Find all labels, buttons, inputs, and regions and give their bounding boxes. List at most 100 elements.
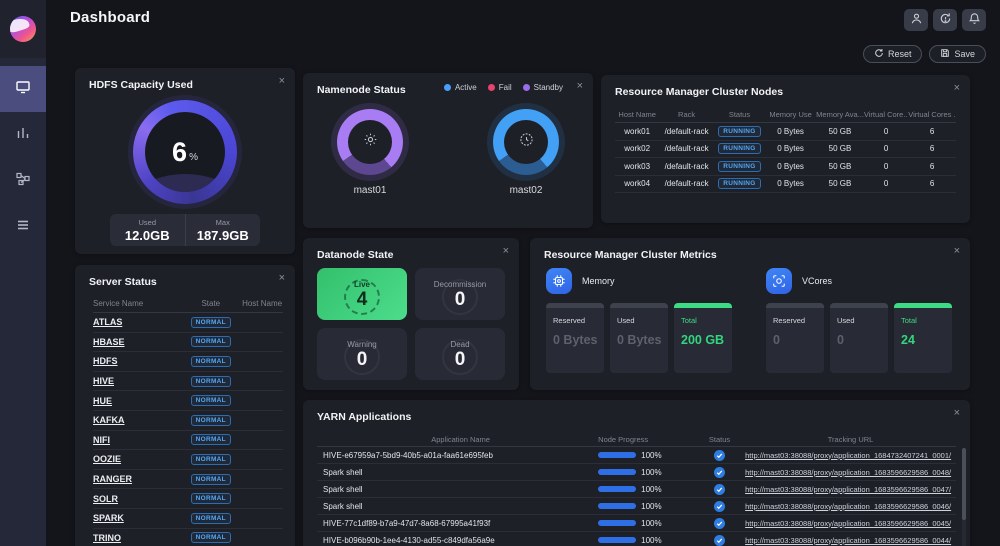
service-link[interactable]: HUE xyxy=(93,395,113,406)
reset-icon xyxy=(874,48,884,60)
list-item: RANGER NORMAL xyxy=(93,470,283,490)
tile-ring xyxy=(344,339,380,375)
list-item: TRINO NORMAL xyxy=(93,529,283,546)
bell-icon xyxy=(968,12,981,28)
scrollbar-thumb[interactable] xyxy=(962,448,966,520)
memory-total-box: Total 200 GB xyxy=(674,303,732,373)
hdfs-card-close-button[interactable]: × xyxy=(279,76,285,87)
memory-reserved-box: Reserved 0 Bytes xyxy=(546,303,604,373)
monitor-icon xyxy=(15,79,31,100)
yarn-table-scrollbar[interactable] xyxy=(962,448,966,546)
sidebar-item-metrics[interactable] xyxy=(0,112,46,158)
state-badge: NORMAL xyxy=(190,355,231,367)
column-header: Host Name xyxy=(242,299,283,308)
tracking-url-link[interactable]: http://mast03:38088/proxy/application_16… xyxy=(745,518,952,528)
legend-label-active: Active xyxy=(454,83,477,92)
metric-label: Total xyxy=(901,316,917,325)
close-icon: × xyxy=(278,75,285,87)
legend-label-fail: Fail xyxy=(498,83,512,92)
yarn-card-close-button[interactable]: × xyxy=(954,408,960,419)
dashboard-toolbar: Reset Save xyxy=(862,45,986,63)
column-header: Virtual Core... xyxy=(863,110,909,119)
service-link[interactable]: KAFKA xyxy=(93,415,125,426)
metric-value: 24 xyxy=(901,333,915,347)
service-link[interactable]: SOLR xyxy=(93,493,119,504)
datanode-card-close-button[interactable]: × xyxy=(503,246,509,257)
sidebar-item-services[interactable] xyxy=(0,204,46,250)
rm-nodes-card-close-button[interactable]: × xyxy=(954,83,960,94)
legend-item-fail[interactable]: Fail xyxy=(487,83,512,92)
service-link[interactable]: RANGER xyxy=(93,474,133,485)
server-status-card-close-button[interactable]: × xyxy=(279,273,285,284)
service-link[interactable]: HIVE xyxy=(93,376,115,387)
service-link[interactable]: ATLAS xyxy=(93,317,123,328)
metric-top-bar xyxy=(546,303,604,308)
legend-dot-active xyxy=(443,84,451,91)
namenode-card-close-button[interactable]: × xyxy=(577,81,583,92)
close-icon: × xyxy=(953,82,960,94)
progress-percent: 100% xyxy=(641,450,662,460)
state-badge: NORMAL xyxy=(190,532,231,544)
namenode-mast01-donut xyxy=(337,109,403,175)
tile-value: 0 xyxy=(356,348,368,370)
reset-button-label: Reset xyxy=(887,49,912,59)
hdfs-max-label: Max xyxy=(215,217,230,227)
sidebar-item-dashboard[interactable] xyxy=(0,66,46,112)
yarn-applications-table: Application Name Node Progress Status Tr… xyxy=(317,432,956,546)
service-link[interactable]: TRINO xyxy=(93,532,121,543)
tracking-url-link[interactable]: http://mast03:38088/proxy/application_16… xyxy=(745,467,952,477)
save-button[interactable]: Save xyxy=(929,45,986,63)
status-check-icon xyxy=(714,517,726,529)
tracking-url-link[interactable]: http://mast03:38088/proxy/application_16… xyxy=(745,450,952,460)
service-link[interactable]: OOZIE xyxy=(93,454,122,465)
user-icon xyxy=(910,12,923,28)
namenode-card-title: Namenode Status xyxy=(317,84,406,96)
reset-button[interactable]: Reset xyxy=(862,45,923,63)
legend-item-standby[interactable]: Standby xyxy=(522,83,563,92)
vcores-used-cell: 0 xyxy=(883,161,889,171)
sidebar-item-cluster[interactable] xyxy=(0,158,46,204)
table-row: HIVE-e67959a7-5bd9-40b5-a01a-faa61e695fe… xyxy=(317,447,956,464)
tracking-url-link[interactable]: http://mast03:38088/proxy/application_16… xyxy=(745,535,952,545)
rm-metrics-card-title: Resource Manager Cluster Metrics xyxy=(544,249,717,261)
close-icon: × xyxy=(502,245,509,257)
service-link[interactable]: NIFI xyxy=(93,434,110,445)
application-name-cell: HIVE-77c1df89-b7a9-47d7-8a68-67995a41f93… xyxy=(323,518,491,528)
memory-metric-group: Memory Reserved 0 Bytes Used 0 Bytes Tot… xyxy=(546,268,732,373)
app-logo[interactable] xyxy=(0,0,46,58)
service-link[interactable]: SPARK xyxy=(93,513,124,524)
legend-dot-standby xyxy=(522,84,530,91)
status-check-icon xyxy=(714,500,726,512)
notifications-button[interactable] xyxy=(962,9,986,31)
service-link[interactable]: HBASE xyxy=(93,336,125,347)
status-badge: RUNNING xyxy=(718,178,761,190)
application-name-cell: HIVE-e67959a7-5bd9-40b5-a01a-faa61e695fe… xyxy=(323,450,493,460)
namenode-mast01: mast01 xyxy=(315,109,425,196)
table-row: work02 /default-rack RUNNING 0 Bytes 50 … xyxy=(615,141,956,158)
state-badge: NORMAL xyxy=(190,375,231,387)
yarn-card-title: YARN Applications xyxy=(317,411,412,423)
close-icon: × xyxy=(576,80,583,92)
application-name-cell: HIVE-b096b90b-1ee4-4130-ad55-c849dfa56a9… xyxy=(323,535,495,545)
progress-bar xyxy=(598,503,637,509)
legend-item-active[interactable]: Active xyxy=(443,83,477,92)
rm-metrics-card-close-button[interactable]: × xyxy=(954,246,960,257)
metric-top-bar xyxy=(674,303,732,308)
hdfs-max-value: 187.9GB xyxy=(196,227,249,243)
status-check-icon xyxy=(714,483,726,495)
list-item: OOZIE NORMAL xyxy=(93,450,283,470)
user-button[interactable] xyxy=(904,9,928,31)
tracking-url-link[interactable]: http://mast03:38088/proxy/application_16… xyxy=(745,484,952,494)
list-item: ATLAS NORMAL xyxy=(93,313,283,333)
list-item: SOLR NORMAL xyxy=(93,489,283,509)
refresh-alert-button[interactable] xyxy=(933,9,957,31)
status-check-icon xyxy=(714,449,726,461)
legend-dot-fail xyxy=(487,84,495,91)
hdfs-gauge-hole xyxy=(145,112,225,192)
service-link[interactable]: HDFS xyxy=(93,356,118,367)
datanode-warning-tile: Warning 0 xyxy=(317,328,407,380)
progress-percent: 100% xyxy=(641,535,662,545)
namenode-mast02-donut xyxy=(493,109,559,175)
tracking-url-link[interactable]: http://mast03:38088/proxy/application_16… xyxy=(745,501,952,511)
